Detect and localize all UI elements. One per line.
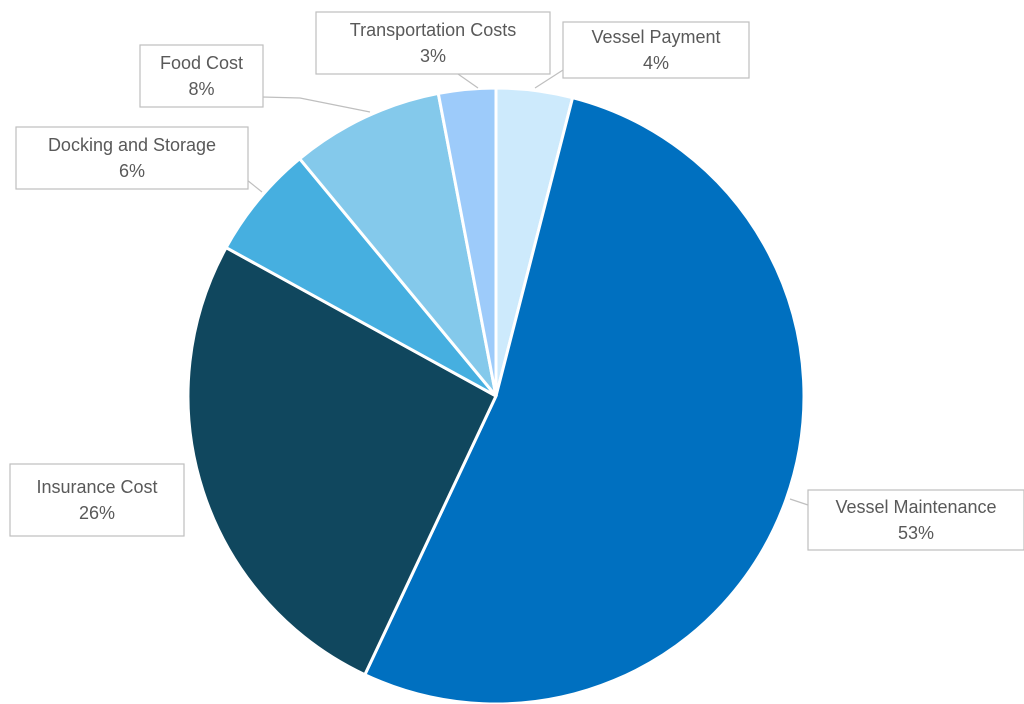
data-label-box (562, 21, 750, 79)
data-label-value: 26% (79, 503, 115, 523)
data-label-value: 53% (898, 523, 934, 543)
data-label-name: Insurance Cost (36, 477, 157, 497)
data-label-value: 6% (119, 161, 145, 181)
data-label-name: Food Cost (160, 53, 243, 73)
data-label-value: 4% (643, 53, 669, 73)
data-label-name: Vessel Payment (591, 27, 720, 47)
data-label-name: Transportation Costs (350, 20, 516, 40)
leader-line (246, 179, 263, 193)
data-label-box (9, 463, 185, 537)
pie-slice (436, 86, 498, 397)
data-label-name: Docking and Storage (48, 135, 216, 155)
leader-line (534, 69, 564, 89)
data-label-value: 3% (420, 46, 446, 66)
data-label-value: 8% (188, 79, 214, 99)
data-label-box (807, 489, 1024, 551)
leader-line (261, 96, 371, 113)
data-label-box (139, 44, 264, 108)
pie-slice (297, 91, 498, 397)
pie-slice (362, 95, 806, 704)
data-label-box (315, 11, 551, 75)
data-label-name: Vessel Maintenance (835, 497, 996, 517)
leader-line (457, 73, 479, 89)
data-label-box (15, 126, 249, 190)
leader-line (789, 498, 809, 506)
